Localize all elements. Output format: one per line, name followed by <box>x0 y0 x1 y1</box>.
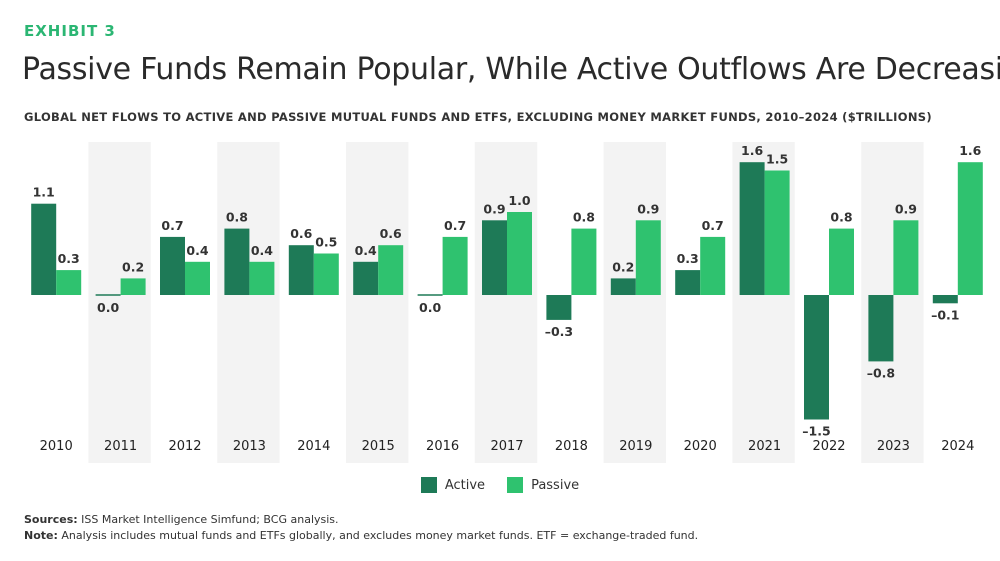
data-label-passive: 0.4 <box>186 243 208 258</box>
data-label-passive: 0.7 <box>444 218 466 233</box>
column-band <box>217 142 280 463</box>
chart-title: Passive Funds Remain Popular, While Acti… <box>22 52 1000 87</box>
x-tick-label: 2020 <box>684 439 717 454</box>
legend-swatch-active <box>420 477 437 493</box>
x-tick-label: 2011 <box>104 439 137 454</box>
footnotes: Sources: ISS Market Intelligence Simfund… <box>24 512 698 544</box>
x-tick-label: 2010 <box>40 439 73 454</box>
legend-label-active: Active <box>444 477 486 493</box>
data-label-active: 0.3 <box>677 251 699 266</box>
legend: Active Passive <box>0 477 1000 493</box>
bar-passive <box>120 278 146 295</box>
x-tick-label: 2015 <box>362 439 395 454</box>
bar-active <box>804 295 829 420</box>
bar-active <box>31 203 57 295</box>
data-label-active: 1.6 <box>741 143 763 158</box>
bar-passive <box>957 162 983 295</box>
bar-active <box>160 236 185 295</box>
legend-swatch-passive <box>507 477 524 493</box>
data-label-active: 0.7 <box>161 218 183 233</box>
bar-active <box>932 295 958 304</box>
column-band <box>346 142 409 463</box>
bar-passive <box>185 261 210 295</box>
x-tick-label: 2012 <box>168 439 201 454</box>
data-label-passive: 0.2 <box>122 259 144 274</box>
bar-passive <box>635 220 661 295</box>
bar-passive <box>507 212 532 295</box>
bar-active <box>868 295 894 362</box>
note-label: Note: <box>24 529 58 542</box>
data-label-active: 0.0 <box>419 300 441 315</box>
legend-item-passive: Passive <box>507 477 579 493</box>
bar-active <box>675 270 701 295</box>
data-label-passive: 0.3 <box>58 251 80 266</box>
note-text: Analysis includes mutual funds and ETFs … <box>57 529 699 542</box>
data-label-active: –0.8 <box>867 365 895 380</box>
data-label-active: 0.6 <box>290 226 312 241</box>
data-label-active: –1.5 <box>802 424 830 439</box>
bar-active <box>288 245 314 295</box>
column-band <box>474 142 538 463</box>
bar-active <box>353 261 379 295</box>
x-tick-label: 2024 <box>941 439 974 454</box>
data-label-active: 0.9 <box>483 201 505 216</box>
note-line: Note: Analysis includes mutual funds and… <box>24 528 698 544</box>
data-label-active: 0.0 <box>97 300 119 315</box>
sources-text: ISS Market Intelligence Simfund; BCG ana… <box>77 513 339 526</box>
data-label-passive: 1.5 <box>766 152 788 167</box>
column-band <box>603 142 666 463</box>
column-band <box>88 142 151 463</box>
bar-passive <box>893 220 919 295</box>
bar-active <box>610 278 636 295</box>
sources-label: Sources: <box>24 513 78 526</box>
data-label-active: 0.4 <box>355 243 377 258</box>
bar-chart: 1.10.320100.00.220110.70.420120.80.42013… <box>31 142 983 463</box>
data-label-passive: 0.8 <box>573 210 595 225</box>
x-tick-label: 2023 <box>877 439 910 454</box>
data-label-active: 0.8 <box>226 210 248 225</box>
bar-passive <box>700 236 726 295</box>
data-label-active: 1.1 <box>33 185 55 200</box>
bar-active <box>224 228 250 295</box>
x-tick-label: 2016 <box>426 439 459 454</box>
bar-passive <box>56 270 82 295</box>
data-label-passive: 0.9 <box>637 201 659 216</box>
data-label-passive: 1.6 <box>959 143 981 158</box>
x-tick-label: 2022 <box>812 439 845 454</box>
data-label-active: –0.1 <box>931 307 959 322</box>
bar-passive <box>571 228 597 295</box>
bar-passive <box>442 236 468 295</box>
x-tick-label: 2017 <box>490 439 523 454</box>
data-label-passive: 0.9 <box>895 201 917 216</box>
exhibit-label: EXHIBIT 3 <box>24 22 116 40</box>
bar-passive <box>829 228 854 295</box>
bar-passive <box>249 261 275 295</box>
bar-passive <box>313 253 339 295</box>
data-label-passive: 0.8 <box>830 210 852 225</box>
data-label-passive: 0.7 <box>702 218 724 233</box>
data-label-active: –0.3 <box>545 324 573 339</box>
data-label-passive: 0.4 <box>251 243 273 258</box>
bar-active <box>739 162 765 295</box>
data-label-passive: 0.5 <box>315 235 337 250</box>
data-label-active: 0.2 <box>612 259 634 274</box>
data-label-passive: 1.0 <box>508 193 530 208</box>
x-tick-label: 2013 <box>233 439 266 454</box>
sources-line: Sources: ISS Market Intelligence Simfund… <box>24 512 698 528</box>
x-tick-label: 2018 <box>555 439 588 454</box>
x-tick-label: 2014 <box>297 439 330 454</box>
chart-subtitle: GLOBAL NET FLOWS TO ACTIVE AND PASSIVE M… <box>24 110 932 124</box>
legend-label-passive: Passive <box>531 477 580 493</box>
x-tick-label: 2019 <box>619 439 652 454</box>
x-tick-label: 2021 <box>748 439 781 454</box>
legend-item-active: Active <box>420 477 486 493</box>
bar-active <box>482 220 507 295</box>
data-label-passive: 0.6 <box>380 226 402 241</box>
bar-passive <box>764 170 790 295</box>
bar-active <box>546 295 572 320</box>
bar-passive <box>378 245 404 295</box>
